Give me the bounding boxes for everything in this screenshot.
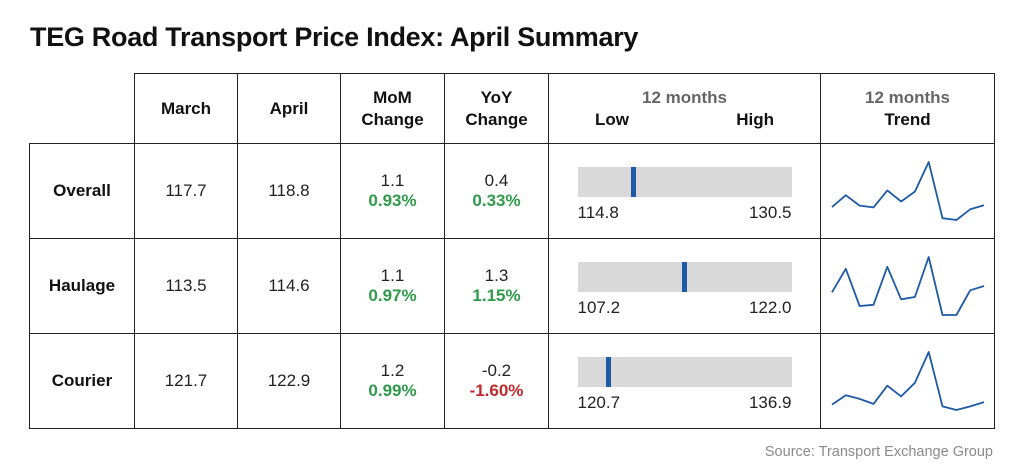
mom-change-cell: 1.1 0.97% (340, 238, 445, 334)
table-row-overall: Overall 117.7 118.8 1.1 0.93% 0.4 0.33% … (29, 143, 995, 239)
yoy-abs-value: 0.4 (484, 171, 509, 190)
mom-pct-value: 0.97% (368, 286, 417, 305)
col-header-range: 12 months Low High (548, 73, 821, 144)
page-title: TEG Road Transport Price Index: April Su… (30, 22, 639, 52)
march-value: 113.5 (134, 238, 238, 334)
trend-sparkline (830, 351, 984, 411)
col-header-trend: 12 months Trend (820, 73, 995, 144)
march-value: 117.7 (134, 143, 238, 239)
yoy-change-cell: 1.3 1.15% (444, 238, 549, 334)
range-cell: 120.7 136.9 (548, 333, 821, 429)
mom-abs-value: 1.1 (380, 266, 405, 285)
yoy-change-cell: -0.2 -1.60% (444, 333, 549, 429)
trend-sparkline (830, 256, 984, 316)
april-value: 118.8 (237, 143, 341, 239)
range-cell: 107.2 122.0 (548, 238, 821, 334)
corner-cell (29, 73, 135, 144)
trend-sparkline (830, 161, 984, 221)
april-value: 114.6 (237, 238, 341, 334)
trend-line (830, 256, 984, 316)
source-note: Source: Transport Exchange Group (764, 444, 993, 460)
range-bar (577, 167, 792, 197)
range-cell: 114.8 130.5 (548, 143, 821, 239)
trend-cell (820, 238, 995, 334)
range-widget: 107.2 122.0 (577, 256, 792, 317)
table-row-courier: Courier 121.7 122.9 1.2 0.99% -0.2 -1.60… (29, 333, 995, 429)
yoy-abs-value: 1.3 (484, 266, 509, 285)
row-label: Courier (29, 333, 135, 429)
mom-abs-value: 1.1 (380, 171, 405, 190)
yoy-pct-value: 0.33% (472, 191, 521, 210)
summary-table: March April MoM Change YoY Change 12 mon… (29, 73, 995, 429)
yoy-pct-value: -1.60% (469, 381, 524, 400)
trend-cell (820, 143, 995, 239)
mom-pct-value: 0.93% (368, 191, 417, 210)
trend-line (830, 351, 984, 411)
range-low-value: 107.2 (577, 298, 621, 317)
mom-change-cell: 1.1 0.93% (340, 143, 445, 239)
range-header-label: 12 months (641, 87, 728, 107)
range-current-marker (605, 357, 611, 387)
april-value: 122.9 (237, 333, 341, 429)
mom-abs-value: 1.2 (380, 361, 405, 380)
yoy-change-cell: 0.4 0.33% (444, 143, 549, 239)
row-label: Overall (29, 143, 135, 239)
march-value: 121.7 (134, 333, 238, 429)
col-header-march: March (134, 73, 238, 144)
col-header-mom: MoM Change (340, 73, 445, 144)
header-row: March April MoM Change YoY Change 12 mon… (29, 73, 995, 144)
range-high-value: 130.5 (748, 203, 792, 222)
range-bar (577, 357, 792, 387)
col-header-yoy: YoY Change (444, 73, 549, 144)
table-row-haulage: Haulage 113.5 114.6 1.1 0.97% 1.3 1.15% … (29, 238, 995, 334)
yoy-pct-value: 1.15% (472, 286, 521, 305)
mom-change-cell: 1.2 0.99% (340, 333, 445, 429)
range-current-marker (630, 167, 636, 197)
trend-cell (820, 333, 995, 429)
yoy-abs-value: -0.2 (481, 361, 512, 380)
range-low-value: 114.8 (577, 203, 619, 222)
range-high-header: High (736, 109, 774, 129)
range-high-value: 136.9 (748, 393, 792, 412)
range-current-marker (682, 262, 687, 292)
range-widget: 120.7 136.9 (577, 351, 792, 412)
trend-header-label: 12 months (864, 87, 951, 107)
trend-line (830, 161, 984, 221)
mom-pct-value: 0.99% (368, 381, 417, 400)
col-header-april: April (237, 73, 341, 144)
range-low-header: Low (595, 109, 629, 129)
range-high-value: 122.0 (748, 298, 792, 317)
range-low-value: 120.7 (577, 393, 621, 412)
row-label: Haulage (29, 238, 135, 334)
range-widget: 114.8 130.5 (577, 161, 792, 222)
